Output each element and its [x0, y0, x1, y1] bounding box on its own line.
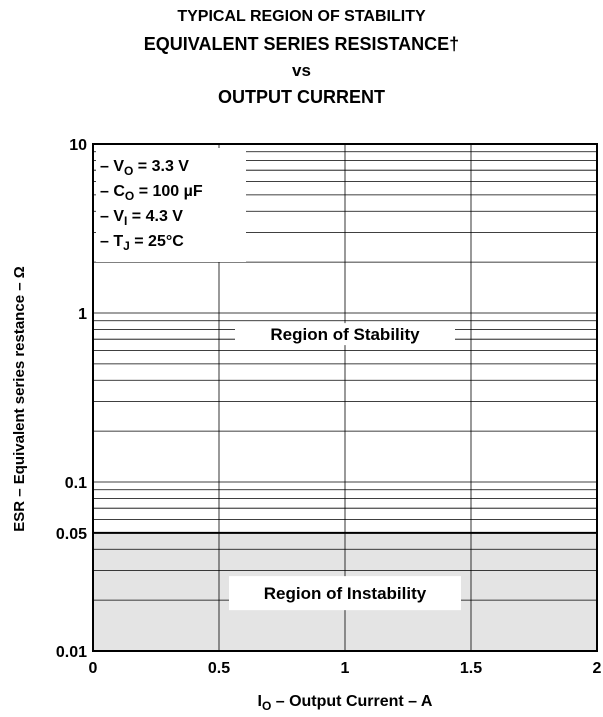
- chart-title-line-2: EQUIVALENT SERIES RESISTANCE†: [143, 34, 460, 54]
- chart-title-line-4: OUTPUT CURRENT: [218, 87, 385, 107]
- region-label-1: Region of Instability: [264, 584, 427, 603]
- condition-3: – TJ = 25°C: [100, 233, 184, 253]
- chart-title-line-1: TYPICAL REGION OF STABILITY: [177, 8, 426, 25]
- condition-1: – CO = 100 µF: [100, 183, 203, 203]
- x-tick-label: 0.5: [208, 660, 230, 677]
- y-tick-label: 0.05: [56, 526, 87, 543]
- x-tick-label: 2: [593, 660, 602, 677]
- region-label-0: Region of Stability: [270, 325, 420, 344]
- condition-0: – VO = 3.3 V: [100, 158, 189, 178]
- x-tick-label: 0: [89, 660, 98, 677]
- x-axis-label-text: – Output Current – A: [271, 693, 433, 710]
- y-tick-label: 0.01: [56, 644, 87, 661]
- x-axis-label: IO – Output Current – A: [258, 693, 433, 713]
- region-label-box-1: [229, 576, 461, 611]
- x-tick-label: 1.5: [460, 660, 482, 677]
- y-tick-label: 1: [78, 306, 87, 323]
- condition-2: – VI = 4.3 V: [100, 208, 183, 228]
- region-label-box-0: [235, 323, 455, 346]
- chart-title-line-3: vs: [292, 61, 311, 80]
- y-tick-label: 10: [69, 137, 87, 154]
- annotations: Region of Stability Region of Instability…: [96, 148, 461, 611]
- axes: 0 0.5 1 1.5 2 10 1 0.1 0.05 0.01: [56, 137, 602, 677]
- x-axis-label-symbol: I: [258, 693, 262, 710]
- plot-frame: [92, 143, 598, 652]
- y-axis-label: ESR – Equivalent series restance – Ω: [11, 266, 28, 532]
- y-tick-label: 0.1: [65, 475, 87, 492]
- x-tick-label: 1: [341, 660, 350, 677]
- x-axis-label-subscript: O: [262, 699, 271, 713]
- conditions-box: [96, 148, 246, 262]
